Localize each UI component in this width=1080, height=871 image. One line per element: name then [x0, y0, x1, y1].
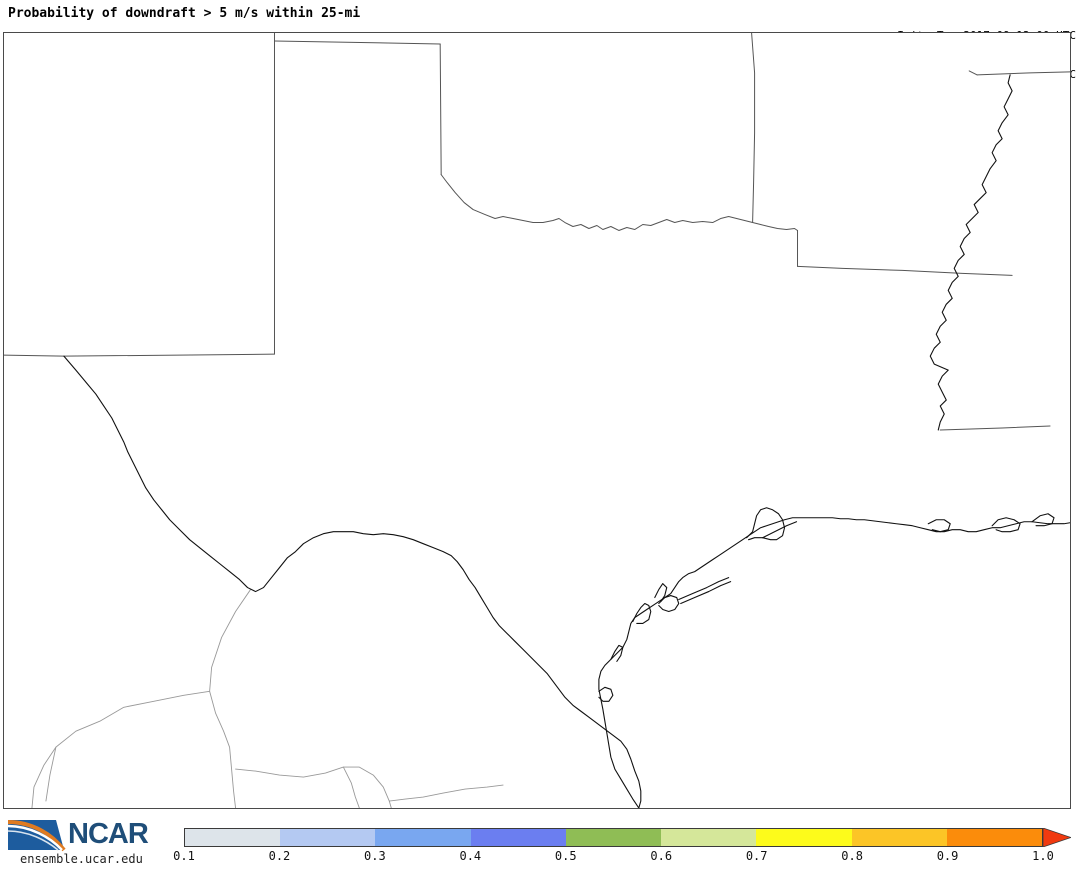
ncar-wordmark: NCAR — [68, 818, 149, 850]
colorbar-tick-0-1: 0.1 — [173, 849, 195, 863]
colorbar-segment-7 — [851, 829, 947, 846]
ncar-url-label: ensemble.ucar.edu — [20, 852, 143, 866]
colorbar: 0.1 0.2 0.3 0.4 0.5 0.6 0.7 0.8 0.9 1.0 — [0, 822, 1080, 871]
state-borders — [4, 33, 1070, 431]
colorbar-tick-0-7: 0.7 — [745, 849, 768, 863]
colorbar-tick-0-9: 0.9 — [936, 849, 959, 863]
colorbar-segment-8 — [946, 829, 1042, 846]
colorbar-tick-0-8: 0.8 — [841, 849, 863, 863]
colorbar-tick-0-6: 0.6 — [650, 849, 673, 863]
map-canvas[interactable] — [4, 33, 1070, 808]
colorbar-tick-0-2: 0.2 — [268, 849, 291, 863]
colorbar-gradient — [184, 828, 1043, 847]
ncar-logo-mark-icon — [7, 820, 66, 852]
mexico-state-borders — [31, 589, 504, 808]
colorbar-tick-0-3: 0.3 — [364, 849, 386, 863]
coastline — [63, 74, 1070, 808]
colorbar-tick-labels: 0.1 0.2 0.3 0.4 0.5 0.6 0.7 0.8 0.9 1.0 — [0, 849, 1080, 869]
colorbar-extend-arrow — [1043, 828, 1071, 847]
colorbar-segment-4 — [565, 829, 662, 846]
colorbar-segment-1 — [280, 829, 376, 846]
colorbar-segment-0 — [185, 829, 281, 846]
ncar-logo[interactable]: NCAR ensemble.ucar.edu — [6, 818, 178, 868]
colorbar-tick-0-5: 0.5 — [554, 849, 577, 863]
colorbar-segment-5 — [661, 829, 757, 846]
colorbar-segment-2 — [375, 829, 471, 846]
map-frame[interactable] — [3, 32, 1071, 809]
colorbar-tick-0-4: 0.4 — [459, 849, 482, 863]
colorbar-segment-6 — [756, 829, 852, 846]
page-title: Probability of downdraft > 5 m/s within … — [8, 6, 361, 21]
colorbar-tick-1-0: 1.0 — [1032, 849, 1054, 863]
colorbar-segment-3 — [470, 829, 566, 846]
